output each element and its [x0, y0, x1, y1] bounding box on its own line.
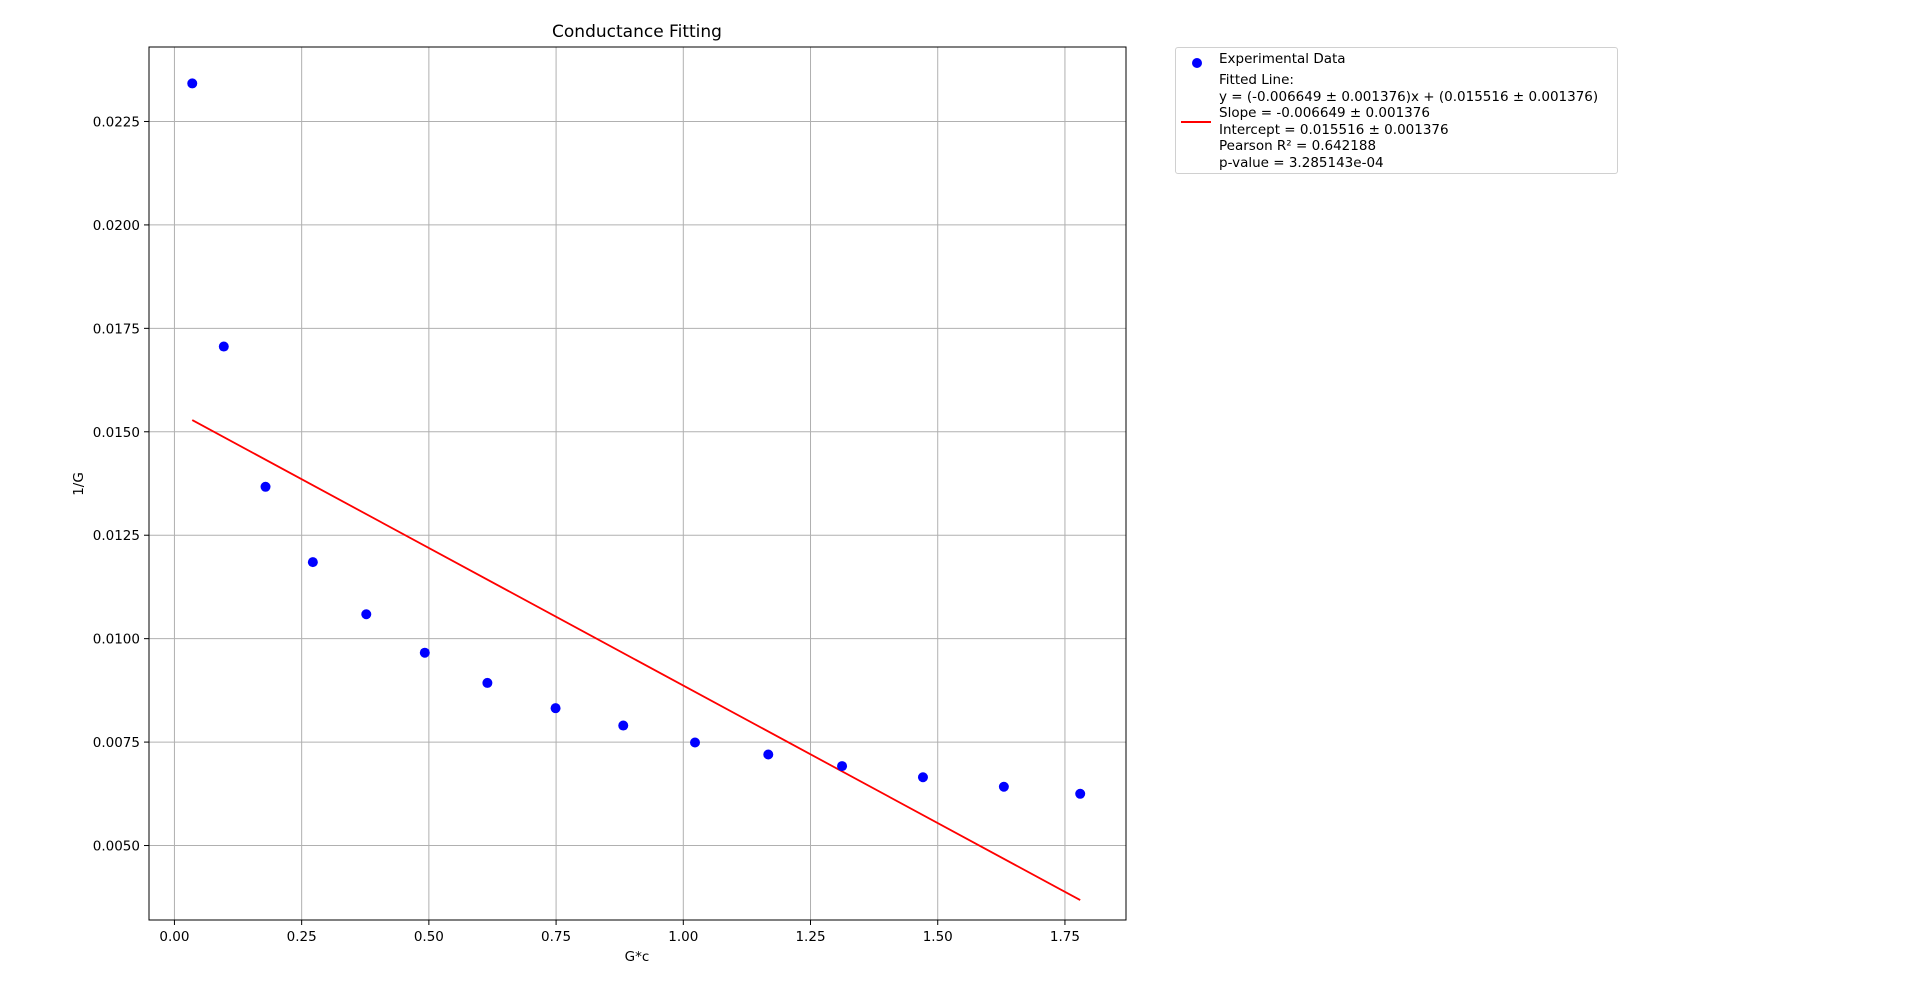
x-tick-label: 1.75 [1050, 929, 1080, 945]
y-tick-label: 0.0075 [93, 735, 140, 751]
x-tick-label: 1.50 [923, 929, 953, 945]
data-point [187, 78, 198, 89]
x-tick-label: 1.25 [795, 929, 825, 945]
x-tick-label: 0.50 [414, 929, 444, 945]
x-tick-label: 0.00 [159, 929, 189, 945]
data-point [690, 737, 701, 748]
points-layer [187, 78, 1086, 799]
legend-marker-scatter [1192, 58, 1202, 68]
legend-label-experimental: Experimental Data [1219, 51, 1346, 67]
x-axis-ticks: 0.00 0.25 0.50 0.75 1.00 1.25 1.50 1.75 [159, 920, 1080, 945]
y-tick-label: 0.0175 [93, 321, 140, 337]
plot-frame [148, 46, 1127, 921]
data-point [550, 703, 561, 714]
data-point [260, 481, 271, 492]
x-tick-label: 0.25 [287, 929, 317, 945]
data-point [307, 557, 318, 568]
legend-label-fitted: Fitted Line: y = (-0.006649 ± 0.001376)x… [1219, 72, 1599, 171]
data-point [618, 720, 629, 731]
y-tick-label: 0.0125 [93, 528, 140, 544]
fitted-line [191, 419, 1081, 901]
y-tick-label: 0.0150 [93, 425, 140, 441]
y-tick-label: 0.0050 [93, 839, 140, 855]
y-axis-ticks: 0.0050 0.0075 0.0100 0.0125 0.0150 0.0175 0.02… [93, 114, 149, 855]
data-point [361, 609, 372, 620]
data-point [763, 749, 774, 760]
legend-marker-line [1181, 121, 1211, 123]
grid [149, 47, 1126, 920]
data-point [917, 772, 928, 783]
data-point [482, 677, 493, 688]
x-tick-label: 1.00 [668, 929, 698, 945]
fit-line-layer [191, 419, 1081, 901]
y-tick-label: 0.0200 [93, 218, 140, 234]
y-tick-label: 0.0100 [93, 632, 140, 648]
data-point [837, 761, 848, 772]
data-point [998, 781, 1009, 792]
data-point [1075, 788, 1086, 799]
x-tick-label: 0.75 [541, 929, 571, 945]
data-point [218, 341, 229, 352]
data-point [419, 647, 430, 658]
y-axis-label: 1/G [71, 472, 87, 496]
legend: Experimental Data Fitted Line: y = (-0.0… [1175, 47, 1618, 174]
x-axis-label: G*c [625, 949, 650, 965]
chart-title: Conductance Fitting [552, 22, 722, 42]
y-tick-label: 0.0225 [93, 114, 140, 130]
